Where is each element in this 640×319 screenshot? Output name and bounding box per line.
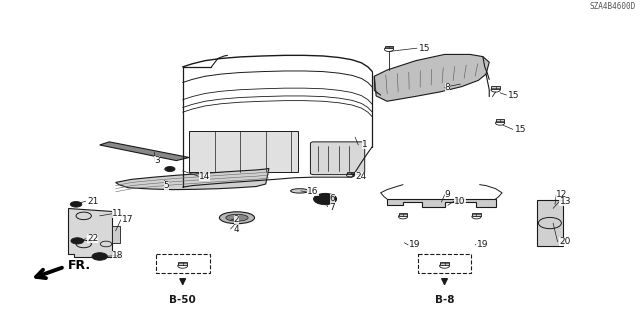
- FancyBboxPatch shape: [310, 142, 365, 174]
- Circle shape: [71, 238, 84, 244]
- Bar: [492, 86, 500, 89]
- Ellipse shape: [291, 189, 308, 193]
- Text: 1: 1: [362, 140, 367, 150]
- Polygon shape: [537, 200, 563, 247]
- Polygon shape: [387, 199, 495, 207]
- Polygon shape: [116, 168, 269, 189]
- Text: 19: 19: [410, 241, 421, 249]
- Text: 24: 24: [355, 172, 366, 181]
- Text: 6: 6: [330, 194, 335, 203]
- Circle shape: [165, 167, 175, 172]
- Text: FR.: FR.: [68, 259, 91, 272]
- Bar: [440, 262, 449, 265]
- Text: 10: 10: [454, 197, 466, 206]
- Bar: [399, 213, 407, 216]
- Text: 8: 8: [445, 83, 451, 92]
- Circle shape: [319, 196, 331, 202]
- Polygon shape: [374, 55, 489, 101]
- Ellipse shape: [226, 214, 248, 221]
- Text: 11: 11: [113, 209, 124, 218]
- Bar: [113, 226, 120, 243]
- Text: 7: 7: [330, 203, 335, 212]
- Text: 17: 17: [122, 215, 134, 225]
- Circle shape: [70, 202, 82, 207]
- Bar: [385, 46, 393, 48]
- Text: 19: 19: [476, 241, 488, 249]
- Bar: [347, 172, 355, 174]
- Text: 15: 15: [508, 91, 520, 100]
- Polygon shape: [68, 208, 119, 257]
- Text: 12: 12: [556, 190, 568, 199]
- Text: 20: 20: [559, 237, 571, 246]
- Text: 14: 14: [198, 172, 210, 181]
- Bar: [178, 262, 187, 265]
- Text: SZA4B4600D: SZA4B4600D: [590, 2, 636, 11]
- Text: 18: 18: [113, 251, 124, 260]
- Text: 15: 15: [419, 44, 431, 53]
- Text: 4: 4: [234, 225, 239, 234]
- Polygon shape: [100, 142, 189, 160]
- Bar: [472, 213, 481, 216]
- Circle shape: [314, 193, 337, 204]
- Text: 15: 15: [515, 125, 526, 134]
- Text: 22: 22: [87, 234, 98, 243]
- Circle shape: [92, 253, 108, 260]
- Text: B-50: B-50: [170, 295, 196, 305]
- Text: 21: 21: [87, 197, 99, 206]
- Bar: [496, 119, 504, 122]
- Text: 5: 5: [164, 181, 170, 190]
- Ellipse shape: [220, 212, 255, 224]
- Text: 9: 9: [445, 190, 451, 199]
- Text: 3: 3: [154, 156, 160, 165]
- Text: 16: 16: [307, 187, 319, 196]
- Bar: [189, 131, 298, 172]
- Text: 13: 13: [559, 197, 571, 206]
- Text: 2: 2: [234, 215, 239, 225]
- Text: B-8: B-8: [435, 295, 454, 305]
